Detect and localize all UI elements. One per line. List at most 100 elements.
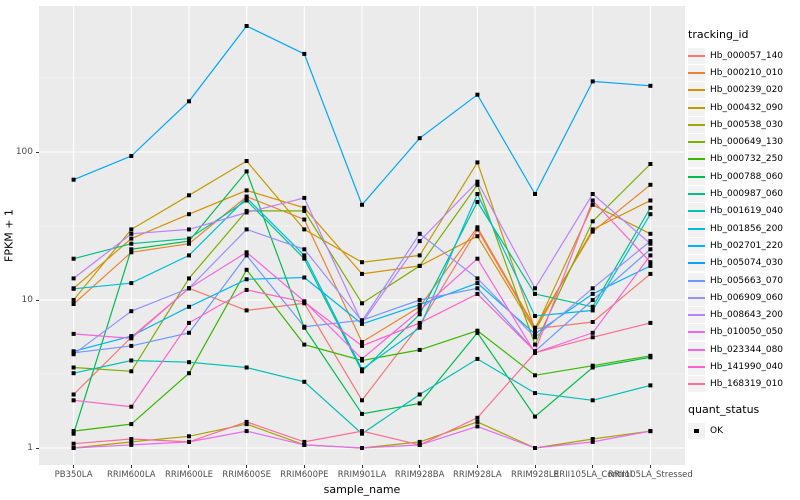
data-point-Hb_000788_060-RRII105LA_Control: [590, 365, 595, 370]
data-point-Hb_000057_140-RRII105LA_Control: [590, 320, 595, 324]
data-point-Hb_141990_040-RRIM901LA: [360, 343, 364, 348]
data-point-Hb_000987_060-RRIM600PE: [302, 256, 307, 261]
data-point-Hb_000732_250-RRIM928LE: [533, 373, 537, 378]
data-point-Hb_168319_010-PB350LA: [71, 441, 76, 446]
legend-item-label: Hb_006909_060: [710, 292, 784, 303]
data-point-Hb_010050_050-RRIM600SE: [244, 429, 249, 434]
data-point-Hb_002701_220-RRII105LA_Stressed: [648, 263, 653, 268]
data-point-Hb_000432_090-RRIM600PE: [302, 227, 307, 232]
data-point-Hb_000432_090-RRIM600LA: [129, 227, 134, 232]
data-point-Hb_006909_060-PB350LA: [71, 352, 76, 357]
data-point-Hb_005663_070-RRIM928LA: [475, 286, 480, 291]
legend-key-line-Hb_005663_070: [688, 279, 705, 282]
data-point-Hb_000538_030-RRIM600LE: [187, 434, 191, 439]
data-point-Hb_000732_250-PB350LA: [71, 429, 76, 434]
data-point-Hb_000057_140-PB350LA: [71, 392, 76, 397]
legend-key-line-icon: [688, 237, 705, 254]
legend-item-Hb_000649_130: Hb_000649_130: [688, 133, 798, 151]
data-point-Hb_005663_070-RRIM600PE: [302, 324, 307, 329]
y-tick-label: 10: [21, 295, 33, 305]
data-point-Hb_002701_220-RRII105LA_Control: [590, 291, 595, 296]
data-point-Hb_168319_010-RRIM600LA: [129, 437, 134, 441]
data-point-Hb_168319_010-RRII105LA_Control: [590, 335, 595, 340]
data-point-Hb_001856_200-RRIM928LA: [475, 192, 480, 196]
legend-key-line-icon: [688, 47, 705, 64]
data-point-Hb_000210_010-RRIM600LE: [187, 241, 191, 246]
data-point-Hb_005663_070-RRIM600LE: [187, 330, 191, 335]
x-tick-label-RRIM600SE: RRIM600SE: [222, 470, 271, 480]
legend-item-Hb_000788_060: Hb_000788_060: [688, 168, 798, 185]
legend-key-line-Hb_141990_040: [688, 365, 705, 368]
legend-item-Hb_008643_200: Hb_008643_200: [688, 306, 798, 324]
data-point-Hb_000432_090-PB350LA: [71, 298, 76, 302]
legend-item-label: Hb_000057_140: [710, 50, 784, 61]
black-square-marker-icon: [694, 428, 699, 434]
legend-key-line-icon: [688, 203, 705, 220]
data-point-Hb_141990_040-PB350LA: [71, 398, 76, 403]
legend-item-Hb_000057_140: Hb_000057_140: [688, 47, 798, 64]
data-point-Hb_001619_040-RRIM600LE: [187, 360, 191, 365]
legend-item-Hb_168319_010: Hb_168319_010: [688, 376, 798, 393]
data-point-Hb_168319_010-RRIM928LE: [533, 350, 537, 355]
x-tick-mark: [73, 465, 75, 468]
data-point-Hb_000210_010-RRIM600PE: [302, 217, 307, 222]
data-point-Hb_005074_030-PB350LA: [71, 177, 76, 182]
data-point-Hb_010050_050-RRII105LA_Control: [590, 439, 595, 444]
data-point-Hb_010050_050-RRIM600LA: [129, 442, 134, 447]
legend-item-Hb_000210_010: Hb_000210_010: [688, 64, 798, 81]
data-point-Hb_000649_130-RRII105LA_Stressed: [648, 162, 653, 166]
y-tick-mark: [36, 151, 39, 153]
data-point-Hb_141990_040-RRII105LA_Control: [590, 198, 595, 203]
data-point-Hb_000538_030-RRIM928BA: [417, 439, 422, 444]
legend-key-line-icon: [688, 186, 705, 203]
legend-key-line-Hb_000432_090: [688, 106, 705, 109]
x-tick-label-RRIM600PE: RRIM600PE: [280, 470, 329, 480]
data-point-Hb_008643_200-RRIM928LA: [475, 179, 480, 184]
line-legend-title: tracking_id: [688, 28, 749, 41]
data-point-Hb_000210_010-RRIM901LA: [360, 340, 364, 344]
data-point-Hb_168319_010-RRIM901LA: [360, 429, 364, 434]
legend-key-line-icon: [688, 289, 705, 306]
x-tick-label-RRIM928LE: RRIM928LE: [511, 470, 560, 480]
data-point-Hb_008643_200-RRII105LA_Control: [590, 192, 595, 196]
data-point-Hb_008643_200-RRIM928BA: [417, 239, 422, 244]
data-point-Hb_002701_220-RRIM928LA: [475, 281, 480, 286]
data-point-Hb_001856_200-RRIM928LE: [533, 314, 537, 318]
data-point-Hb_000057_140-RRIM600SE: [244, 308, 249, 313]
data-point-Hb_000987_060-RRIM600LA: [129, 241, 134, 246]
x-tick-label-RRIM901LA: RRIM901LA: [337, 470, 387, 480]
legend-item-label: Hb_010050_050: [710, 327, 784, 338]
data-point-Hb_005074_030-RRIM600SE: [244, 24, 249, 28]
data-point-Hb_000649_130-RRIM901LA: [360, 301, 364, 306]
data-point-Hb_000649_130-PB350LA: [71, 365, 76, 370]
data-point-Hb_001619_040-RRIM600PE: [302, 379, 307, 384]
data-point-Hb_002701_220-RRIM600SE: [244, 277, 249, 282]
data-point-Hb_001856_200-RRIM600SE: [244, 195, 249, 200]
data-point-Hb_001619_040-RRIM600SE: [244, 365, 249, 370]
legend-item-Hb_002701_220: Hb_002701_220: [688, 237, 798, 254]
legend-item-Hb_001619_040: Hb_001619_040: [688, 203, 798, 220]
data-point-Hb_141990_040-RRIM600LA: [129, 404, 134, 409]
x-tick-mark: [130, 465, 132, 468]
data-point-Hb_000432_090-RRIM600LE: [187, 193, 191, 198]
legend-key-line-icon: [688, 134, 705, 151]
legend-item-label: Hb_001856_200: [710, 223, 784, 234]
x-tick-mark: [188, 465, 190, 468]
data-point-Hb_002701_220-RRIM928LE: [533, 331, 537, 336]
legend-key-line-Hb_002701_220: [688, 244, 705, 247]
legend-key-line-icon: [688, 358, 705, 375]
data-point-Hb_002701_220-RRIM600LE: [187, 304, 191, 309]
x-tick-label-RRII105LA_Stressed: RRII105LA_Stressed: [607, 470, 693, 480]
data-point-Hb_000987_060-RRII105LA_Stressed: [648, 205, 653, 210]
data-point-Hb_010050_050-RRIM901LA: [360, 446, 364, 450]
data-point-Hb_008643_200-RRIM600SE: [244, 210, 249, 215]
data-point-Hb_000210_010-RRII105LA_Control: [590, 229, 595, 234]
data-point-Hb_000432_090-RRIM928LA: [475, 160, 480, 165]
plot-canvas: [39, 6, 685, 465]
data-point-Hb_005074_030-RRIM928BA: [417, 136, 422, 141]
data-point-Hb_168319_010-RRIM600LE: [187, 439, 191, 444]
data-point-Hb_000239_020-RRII105LA_Control: [590, 227, 595, 232]
legend-item-label: Hb_023344_080: [710, 344, 784, 355]
data-point-Hb_000210_010-PB350LA: [71, 302, 76, 306]
point-legend-item: OK: [688, 422, 798, 439]
